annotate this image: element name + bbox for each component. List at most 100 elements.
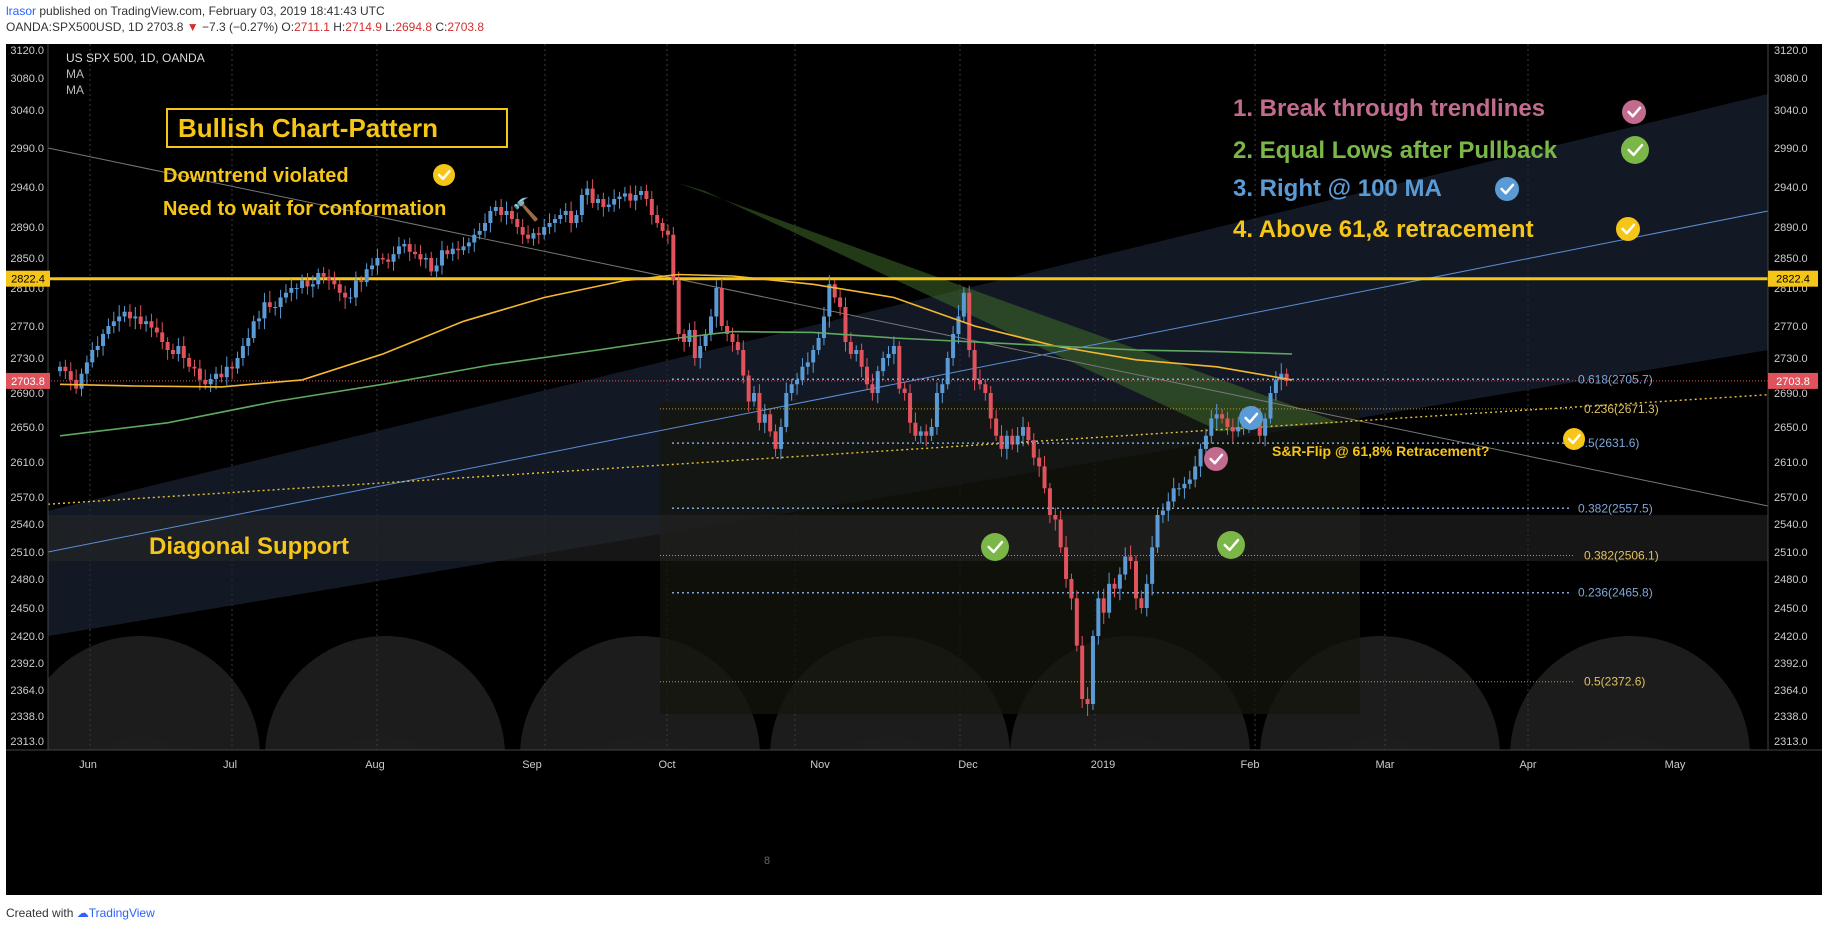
- fib-blue-label: 0.618(2705.7): [1578, 372, 1653, 386]
- y-tick-label-right: 2730.0: [1774, 353, 1808, 365]
- candle-body: [181, 346, 186, 358]
- candle-body: [230, 366, 235, 369]
- diagonal-support-line: [47, 394, 1769, 505]
- check-tick: [1627, 106, 1642, 118]
- candle-body: [423, 258, 428, 260]
- candle-body: [1150, 547, 1155, 584]
- y-tick-label-left: 2770.0: [10, 321, 44, 333]
- title-box: [166, 108, 508, 148]
- y-tick-label-right: 2850.0: [1774, 253, 1808, 265]
- y-tick-label-right: 2570.0: [1774, 492, 1808, 504]
- candle-body: [515, 219, 520, 227]
- legend-ma-1: MA: [66, 67, 84, 81]
- candle-body: [569, 211, 574, 223]
- candle-body: [1085, 699, 1090, 704]
- candle-body: [267, 302, 272, 307]
- y-tick-label-right: 2313.0: [1774, 736, 1808, 748]
- candle-body: [870, 384, 875, 393]
- candle-body: [1031, 440, 1036, 458]
- candle-body: [461, 246, 466, 251]
- candle-body: [257, 318, 262, 322]
- falling-wedge: [678, 183, 1340, 432]
- candle-body: [967, 292, 972, 350]
- candle-body: [676, 280, 681, 334]
- y-tick-label-left: 2540.0: [10, 519, 44, 531]
- y-tick-label-left: 2313.0: [10, 736, 44, 748]
- candle-body: [1279, 373, 1284, 380]
- candle-body: [1042, 466, 1047, 489]
- candle-body: [364, 269, 369, 282]
- candle-body: [762, 414, 767, 423]
- candle-body: [117, 316, 122, 322]
- tradingview-link[interactable]: TradingView: [88, 906, 155, 920]
- fib-yellow-label: 0.236(2671.3): [1584, 402, 1659, 416]
- candle-body: [558, 215, 563, 219]
- check-circle: [1621, 136, 1649, 164]
- candle-body: [1058, 519, 1063, 548]
- check-tick: [1209, 453, 1224, 465]
- candle-body: [1214, 414, 1219, 419]
- candle-body: [821, 316, 826, 338]
- check-tick: [1223, 538, 1240, 552]
- candle-body: [1230, 427, 1235, 432]
- candle-body: [127, 311, 132, 319]
- y-tick-label-left: 3040.0: [10, 105, 44, 117]
- small-marker: 8: [764, 855, 770, 867]
- candle-body: [757, 393, 762, 423]
- y-tick-label-right: 2480.0: [1774, 574, 1808, 586]
- candle-body: [170, 350, 175, 354]
- candle-body: [596, 199, 600, 203]
- candle-body: [924, 431, 929, 436]
- price-chart[interactable]: 0.618(2705.7) 0.5(2631.6) 0.382(2557.5) 0.2…: [0, 44, 1828, 895]
- candle-body: [1166, 501, 1171, 511]
- y-tick-label-right: 3040.0: [1774, 105, 1808, 117]
- low-key: L:: [385, 20, 396, 34]
- candle-body: [439, 250, 444, 266]
- y-tick-label-right: 2540.0: [1774, 519, 1808, 531]
- candle-body: [1021, 427, 1026, 436]
- candle-body: [547, 223, 552, 227]
- criteria-3: 3. Right @ 100 MA: [1233, 175, 1442, 202]
- candle-body: [133, 316, 138, 319]
- y-tick-label-left: 2480.0: [10, 574, 44, 586]
- candle-body: [1171, 488, 1176, 502]
- candle-body: [951, 334, 956, 358]
- candle-body: [165, 342, 170, 350]
- y-tick-label-right: 2338.0: [1774, 711, 1808, 723]
- x-tick-label: Dec: [958, 759, 978, 771]
- close-value: 2703.8: [447, 20, 485, 34]
- y-tick-label-right: 2940.0: [1774, 182, 1808, 194]
- candle-body: [811, 350, 816, 363]
- candle-body: [504, 211, 509, 215]
- y-tick-label-right: 2510.0: [1774, 547, 1808, 559]
- candle-body: [795, 379, 800, 385]
- legend-title: US SPX 500, 1D, OANDA: [66, 51, 205, 65]
- candle-body: [316, 273, 321, 285]
- candle-body: [337, 284, 342, 293]
- fib-blue-label: 0.382(2557.5): [1578, 501, 1653, 515]
- check-tick: [437, 169, 451, 181]
- y-tick-label-right: 2770.0: [1774, 321, 1808, 333]
- candle-body: [310, 284, 315, 287]
- candle-body: [240, 346, 245, 358]
- price-tag-left: [6, 372, 50, 389]
- criteria-2: 2. Equal Lows after Pullback: [1233, 137, 1558, 164]
- candle-body: [370, 265, 375, 270]
- candle-body: [902, 388, 907, 393]
- candle-body: [1128, 556, 1133, 561]
- candle-body: [848, 342, 853, 354]
- ma-100-line: [59, 273, 1293, 388]
- candle-body: [262, 302, 267, 319]
- candle-body: [375, 258, 380, 266]
- candle-body: [531, 233, 536, 239]
- candle-body: [752, 393, 757, 402]
- check-icon: [1616, 217, 1640, 241]
- hammer-icon: 🔨: [512, 197, 539, 222]
- candle-body: [1193, 466, 1198, 480]
- author-link[interactable]: lrasor: [6, 4, 37, 18]
- check-circle: [1563, 428, 1585, 450]
- down-arrow-icon: ▼: [186, 20, 199, 34]
- candle-body: [913, 422, 918, 436]
- candle-body: [1053, 515, 1058, 520]
- candle-body: [1225, 418, 1230, 427]
